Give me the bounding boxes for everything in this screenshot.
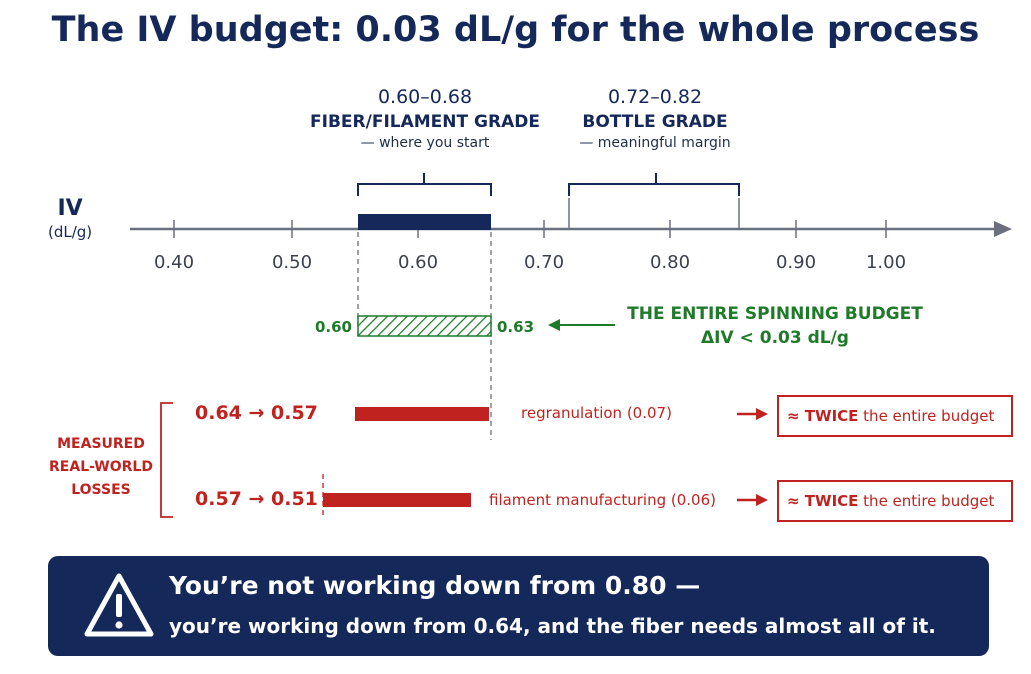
loss-arrow-1-head [756, 408, 768, 420]
axis-ticks: 0.40 0.50 0.60 0.70 0.80 0.90 1.00 [154, 220, 906, 273]
spinning-budget-delta: ΔIV < 0.03 dL/g [701, 328, 849, 348]
fiber-bracket [357, 173, 492, 196]
page-title: The IV budget: 0.03 dL/g for the whole p… [51, 10, 980, 50]
axis-label: IV (dL/g) [48, 196, 92, 241]
spinning-budget-box [357, 315, 492, 337]
axis-title: IV [57, 196, 83, 221]
twice-budget-bold: ≈ TWICE [787, 492, 859, 510]
loss-note-regranulation: regranulation (0.07) [521, 404, 672, 422]
spinning-budget-label: THE ENTIRE SPINNING BUDGET [627, 304, 923, 324]
measured-losses-label: MEASURED REAL-WORLD LOSSES [36, 433, 166, 502]
bottle-grade-name: BOTTLE GRADE [582, 112, 728, 132]
axis-tick-label: 0.80 [650, 252, 690, 273]
loss-bar-regranulation [355, 407, 489, 421]
axis-tick-label: 0.90 [776, 252, 816, 273]
measured-label-line: MEASURED [57, 436, 145, 452]
loss-bar-filament [323, 493, 471, 507]
axis-tick-label: 0.50 [272, 252, 312, 273]
bottle-grade-label: 0.72–0.82 BOTTLE GRADE — meaningful marg… [530, 86, 780, 151]
loss-range-filament: 0.57 → 0.51 [195, 488, 318, 510]
warning-icon [84, 573, 154, 637]
spinning-budget-high: 0.63 [497, 318, 534, 336]
loss-arrow-2-head [756, 494, 768, 506]
banner-line-1: You’re not working down from 0.80 — [169, 571, 701, 600]
fiber-grade-name: FIBER/FILAMENT GRADE [310, 112, 540, 132]
axis-tick-label: 0.40 [154, 252, 194, 273]
axis-arrowhead [994, 221, 1012, 237]
twice-budget-rest: the entire budget [858, 407, 995, 425]
bottle-grade-note: — meaningful margin [579, 135, 731, 151]
banner-line-2: you’re working down from 0.64, and the f… [169, 614, 936, 638]
fiber-grade-bar [358, 214, 491, 230]
spinning-budget-low: 0.60 [315, 318, 352, 336]
warning-banner: You’re not working down from 0.80 — you’… [48, 556, 989, 656]
axis-unit: (dL/g) [48, 223, 93, 241]
twice-budget-box-1: ≈ TWICE the entire budget [777, 395, 1013, 437]
bottle-grade-range: 0.72–0.82 [607, 86, 703, 108]
twice-budget-bold: ≈ TWICE [787, 407, 859, 425]
measured-label-line: REAL-WORLD [49, 459, 153, 475]
fiber-grade-note: — where you start [360, 135, 490, 151]
loss-note-filament: filament manufacturing (0.06) [489, 491, 716, 509]
twice-budget-rest: the entire budget [858, 492, 995, 510]
spinning-arrow-head [548, 319, 560, 331]
measured-bracket [160, 402, 173, 518]
loss-range-regranulation: 0.64 → 0.57 [195, 402, 318, 424]
axis-tick-label: 0.60 [398, 252, 438, 273]
measured-label-line: LOSSES [71, 482, 131, 498]
bottle-bracket [568, 173, 740, 196]
fiber-grade-range: 0.60–0.68 [377, 86, 473, 108]
twice-budget-box-2: ≈ TWICE the entire budget [777, 480, 1013, 522]
fiber-grade-label: 0.60–0.68 FIBER/FILAMENT GRADE — where y… [300, 86, 550, 151]
axis-tick-label: 0.70 [524, 252, 564, 273]
spinning-budget-callout: THE ENTIRE SPINNING BUDGET ΔIV < 0.03 dL… [605, 304, 945, 348]
axis-tick-label: 1.00 [866, 252, 906, 273]
